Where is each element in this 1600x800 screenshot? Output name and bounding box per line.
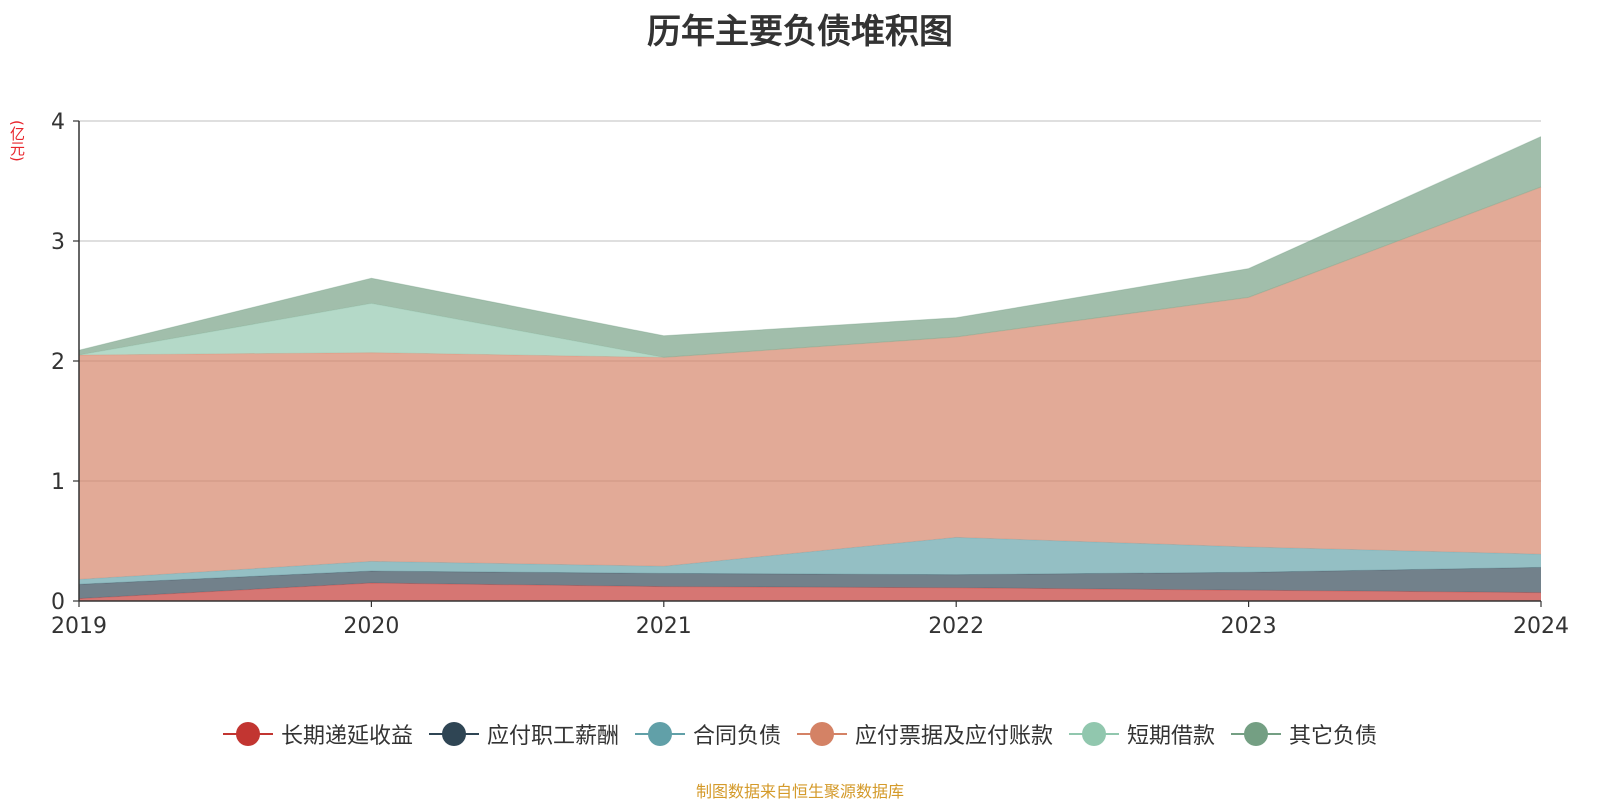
legend-item[interactable]: 其它负债 <box>1231 718 1377 750</box>
area-series-3[interactable] <box>79 187 1541 580</box>
axes: 0 1 2 3 4 2019 2020 2021 2022 2023 2024 <box>51 110 1569 639</box>
legend-marker-icon <box>222 721 273 747</box>
y-axis-unit-label: (亿元) <box>8 120 26 162</box>
legend-marker-dot <box>810 722 834 746</box>
y-tick-label: 3 <box>51 230 65 255</box>
legend-marker-dot <box>647 722 672 746</box>
legend-marker-icon <box>797 721 847 747</box>
y-tick-label: 1 <box>51 470 65 495</box>
legend-marker-dot <box>1082 722 1107 746</box>
y-tick-label: 4 <box>51 110 65 135</box>
y-tick-label: 2 <box>51 350 65 375</box>
legend-marker-icon <box>1069 721 1120 747</box>
y-tick-label: 0 <box>51 590 65 615</box>
legend-label: 其它负债 <box>1289 724 1378 749</box>
legend-label: 合同负债 <box>692 724 781 749</box>
x-tick-label: 2020 <box>343 614 399 639</box>
legend: 长期递延收益 应付职工薪酬 合同负债 应付票据及应付账款 短期借款 其它负债 <box>0 718 1600 750</box>
legend-marker-dot <box>441 722 466 746</box>
legend-item[interactable]: 合同负债 <box>634 718 781 750</box>
x-tick-label: 2024 <box>1513 614 1569 639</box>
legend-marker-icon <box>428 721 479 747</box>
area-series-edge-5 <box>78 136 1542 351</box>
area-series-4[interactable] <box>79 187 1541 358</box>
legend-marker-icon <box>634 721 685 747</box>
legend-label: 应付票据及应付账款 <box>855 724 1054 749</box>
area-series-5[interactable] <box>79 136 1541 358</box>
legend-item[interactable]: 长期递延收益 <box>222 718 413 750</box>
legend-label: 长期递延收益 <box>280 724 413 749</box>
source-note: 制图数据来自恒生聚源数据库 <box>695 782 904 800</box>
x-tick-label: 2022 <box>928 614 984 639</box>
legend-item[interactable]: 应付票据及应付账款 <box>797 718 1053 750</box>
x-tick-label: 2023 <box>1221 614 1277 639</box>
legend-marker-icon <box>1231 721 1282 747</box>
area-series-2[interactable] <box>79 537 1541 585</box>
stacked-areas <box>78 136 1542 601</box>
legend-label: 短期借款 <box>1127 724 1216 749</box>
legend-marker-dot <box>235 722 260 746</box>
legend-item[interactable]: 应付职工薪酬 <box>428 718 619 750</box>
legend-item[interactable]: 短期借款 <box>1069 718 1215 750</box>
area-series-0[interactable] <box>79 583 1541 601</box>
area-series-edge-4 <box>78 186 1542 358</box>
area-series-1[interactable] <box>79 567 1541 599</box>
x-tick-label: 2019 <box>51 614 107 639</box>
x-tick-label: 2021 <box>636 614 692 639</box>
chart-title: 历年主要负债堆积图 <box>647 12 953 52</box>
legend-label: 应付职工薪酬 <box>486 724 619 749</box>
legend-marker-dot <box>1244 722 1269 746</box>
